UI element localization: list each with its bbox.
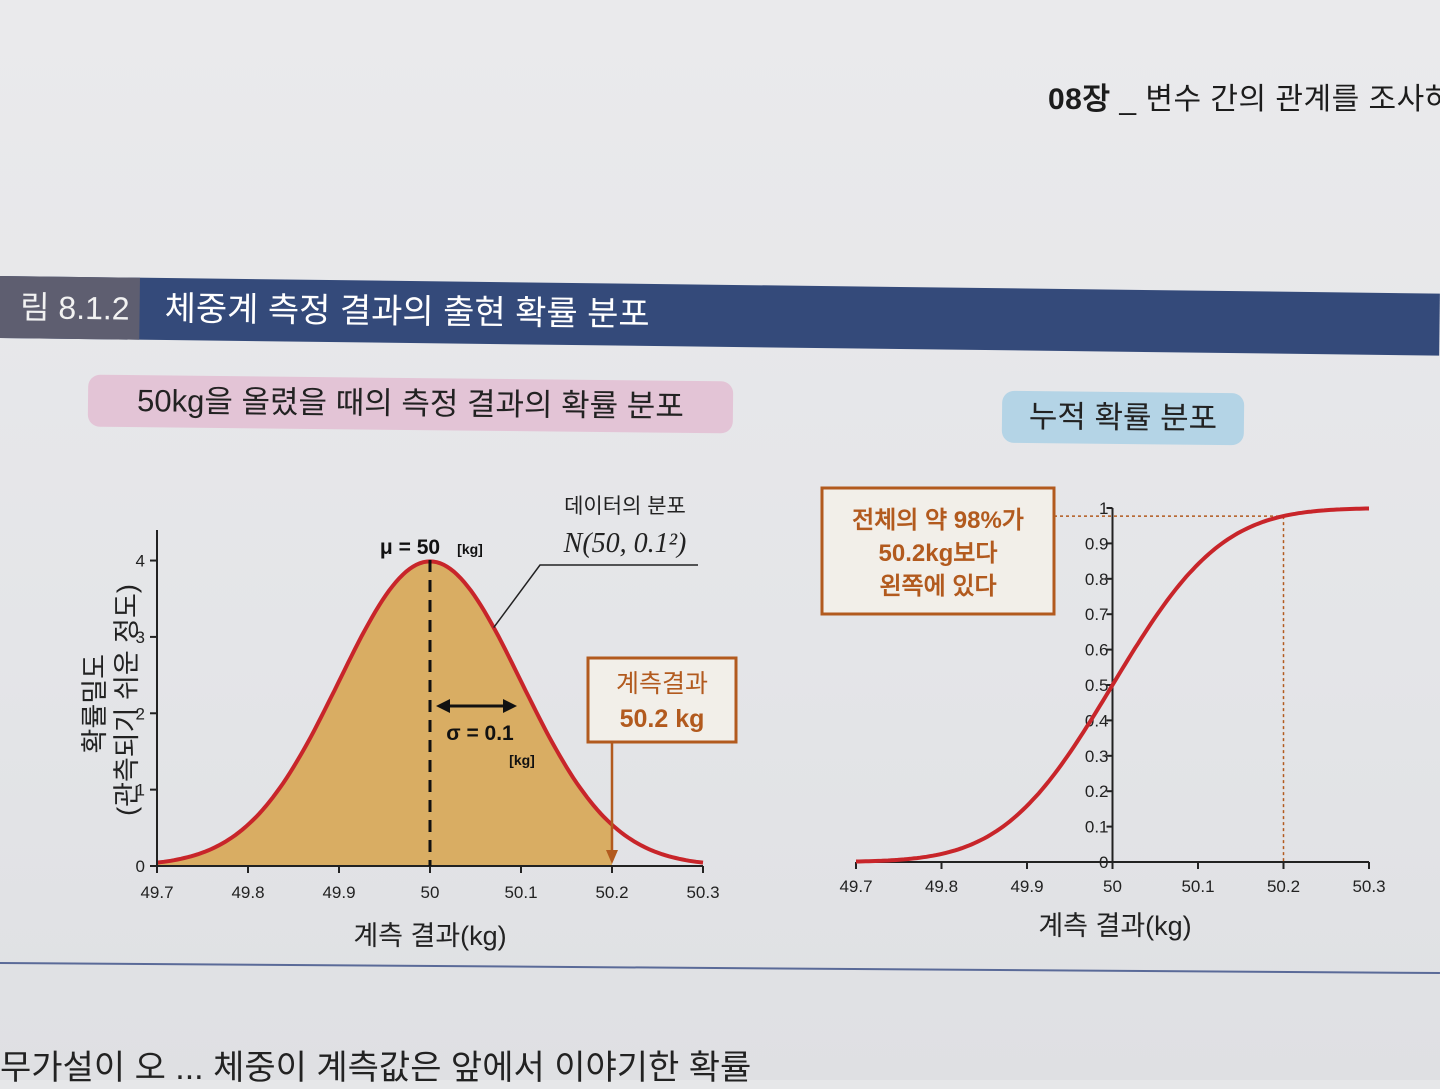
distribution-leader-line bbox=[493, 564, 698, 628]
cdf-annotation-box bbox=[820, 486, 1056, 616]
cdf-x-tick-label: 49.7 bbox=[839, 877, 872, 896]
cdf-box-line1: 전체의 약 98%가 bbox=[852, 507, 1024, 534]
pdf-y-tick-label: 2 bbox=[136, 704, 145, 723]
cdf-y-tick-label: 0.3 bbox=[1085, 747, 1109, 766]
pdf-y-tick-label: 1 bbox=[136, 781, 145, 800]
pdf-x-tick-label: 49.9 bbox=[322, 883, 355, 902]
cdf-y-tick-label: 0.7 bbox=[1085, 605, 1109, 624]
cdf-x-tick-label: 50.3 bbox=[1352, 877, 1385, 896]
cdf-x-tick-label: 50 bbox=[1103, 877, 1122, 896]
pdf-y-tick-label: 4 bbox=[136, 552, 145, 571]
pdf-y-tick-label: 3 bbox=[136, 628, 145, 647]
cdf-chart: 49.7 49.8 49.9 50 50.1 50.2 50.3 0 0.1 0.2 0.3 0.4… bbox=[820, 486, 1386, 941]
cdf-y-tick-label: 0.6 bbox=[1085, 641, 1109, 660]
pdf-x-tick-label: 50.2 bbox=[595, 883, 628, 902]
cdf-x-ticks: 49.7 49.8 49.9 50 50.1 50.2 50.3 bbox=[839, 862, 1386, 896]
cdf-y-ticks: 0 0.1 0.2 0.3 0.4 0.5 0.6 0.7 0.8 0.9 1 bbox=[1085, 499, 1113, 872]
chapter-title: _ 변수 간의 관계를 조사하 bbox=[1119, 83, 1440, 116]
pdf-chart: 49.7 49.8 49.9 50 50.1 50.2 50.3 0 1 2 3 4 계측 결과(k… bbox=[80, 495, 738, 951]
pdf-x-ticks: 49.7 49.8 49.9 50 50.1 50.2 50.3 bbox=[140, 866, 720, 902]
distribution-formula: N(50, 0.1²) bbox=[563, 528, 687, 559]
cdf-y-tick-label: 1 bbox=[1099, 499, 1108, 518]
cdf-y-tick-label: 0 bbox=[1099, 853, 1108, 872]
pdf-x-tick-label: 49.8 bbox=[231, 883, 264, 902]
pdf-y-tick-label: 0 bbox=[136, 857, 145, 876]
distribution-label: 데이터의 분포 bbox=[564, 495, 686, 518]
pdf-x-tick-label: 50 bbox=[421, 883, 440, 902]
pdf-y-axis-title-line1: 확률밀도 bbox=[80, 654, 110, 753]
chapter-number: 08장 bbox=[1048, 83, 1111, 116]
pdf-x-tick-label: 50.3 bbox=[686, 883, 719, 902]
cdf-y-tick-label: 0.1 bbox=[1085, 818, 1109, 837]
pdf-y-axis-title: 확률밀도 (관측되기 쉬운 정도) bbox=[80, 584, 142, 816]
pdf-x-tick-label: 49.7 bbox=[140, 883, 173, 902]
cdf-x-axis-title: 계측 결과(kg) bbox=[1038, 911, 1191, 941]
mu-label: μ = 50 bbox=[380, 536, 440, 559]
result-box bbox=[586, 656, 738, 744]
sigma-label: σ = 0.1 bbox=[446, 722, 514, 745]
cdf-y-tick-label: 0.9 bbox=[1085, 534, 1109, 553]
cdf-box-line2: 50.2kg보다 bbox=[879, 540, 998, 567]
cdf-x-tick-label: 49.9 bbox=[1010, 877, 1043, 896]
running-header: 08장 _ 변수 간의 관계를 조사하 bbox=[1048, 74, 1440, 118]
result-arrow-head bbox=[606, 850, 618, 864]
cdf-x-tick-label: 49.8 bbox=[925, 877, 958, 896]
cdf-y-tick-label: 0.4 bbox=[1085, 711, 1109, 730]
result-box-line2: 50.2 kg bbox=[620, 705, 705, 733]
cdf-y-tick-label: 0.2 bbox=[1085, 782, 1109, 801]
sigma-unit: [kg] bbox=[509, 752, 535, 768]
sigma-arrow-head-left bbox=[436, 699, 450, 713]
pdf-x-tick-label: 50.1 bbox=[504, 883, 537, 902]
result-box-line1: 계측결과 bbox=[616, 670, 708, 698]
cdf-x-tick-label: 50.2 bbox=[1267, 877, 1300, 896]
body-text-cutoff: 무가설이 오 ... 체중이 계측값은 앞에서 이야기한 확률 bbox=[0, 1049, 752, 1087]
pdf-x-axis-title: 계측 결과(kg) bbox=[353, 921, 506, 951]
cdf-y-tick-label: 0.5 bbox=[1085, 676, 1109, 695]
pdf-area-fill bbox=[157, 561, 612, 866]
cdf-box-line3: 왼쪽에 있다 bbox=[879, 573, 996, 600]
pdf-y-ticks: 0 1 2 3 4 bbox=[136, 552, 157, 876]
cdf-y-tick-label: 0.8 bbox=[1085, 570, 1109, 589]
pdf-y-axis-title-line2: (관측되기 쉬운 정도) bbox=[112, 584, 142, 816]
cdf-series-line bbox=[856, 506, 1369, 864]
cdf-x-tick-label: 50.1 bbox=[1181, 877, 1214, 896]
mu-unit: [kg] bbox=[457, 541, 483, 557]
sigma-arrow-head-right bbox=[503, 699, 517, 713]
